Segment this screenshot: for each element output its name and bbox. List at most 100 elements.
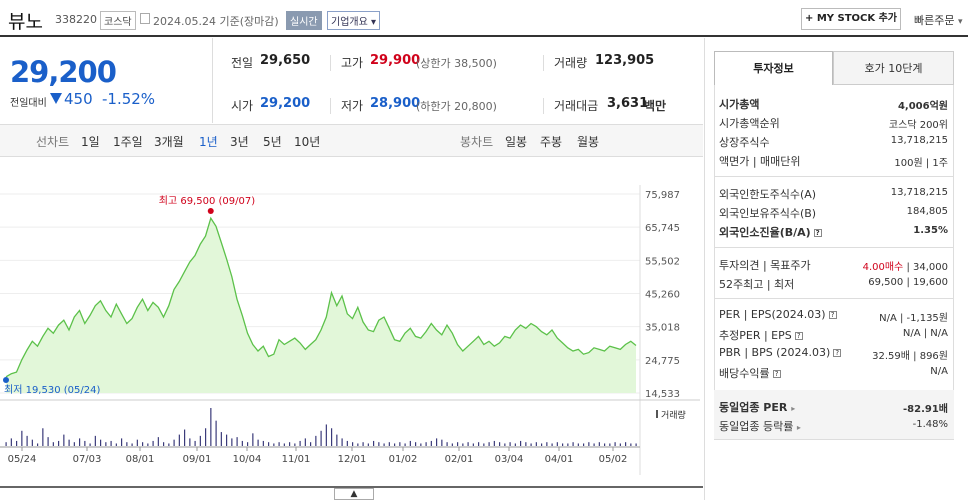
volume-bar xyxy=(126,442,128,446)
low-marker xyxy=(3,377,9,383)
tab-3y[interactable]: 3년 xyxy=(230,135,249,149)
tab-3m[interactable]: 3개월 xyxy=(154,135,184,149)
volume-legend: 거래량 xyxy=(661,409,686,421)
y-tick-label: 55,502 xyxy=(645,256,680,267)
volume-bar xyxy=(357,443,359,446)
tab-1w[interactable]: 1주일 xyxy=(113,135,143,149)
volume-bar xyxy=(420,443,422,446)
high-value: 29,900 xyxy=(370,53,421,68)
volume-bar xyxy=(79,438,81,446)
foreign-limit-label: 외국인한도주식수(A) xyxy=(719,188,817,201)
my-stock-add-button[interactable]: + MY STOCK 추가 xyxy=(801,8,901,30)
x-tick-label: 12/01 xyxy=(338,454,367,465)
volume-bar xyxy=(331,428,333,446)
volume-bar xyxy=(131,443,133,446)
tab-invest-info[interactable]: 투자정보 xyxy=(714,51,833,85)
sector-box xyxy=(714,390,954,439)
sector-rate-label: 동일업종 등락률 xyxy=(719,420,794,433)
quick-order-button[interactable]: 빠른주문 ▾ xyxy=(914,12,963,28)
volume-bar xyxy=(598,442,600,446)
volume-bar xyxy=(535,442,537,446)
change-label: 전일대비 xyxy=(10,98,47,109)
foreign-hold-value: 184,805 xyxy=(906,206,948,217)
corp-overview-dropdown[interactable]: 기업개요 ▾ xyxy=(327,11,381,30)
est-per-label: 추정PER | EPS xyxy=(719,329,792,342)
help-icon[interactable]: ? xyxy=(772,370,781,378)
x-tick-label: 05/02 xyxy=(599,454,628,465)
tab-1d[interactable]: 1일 xyxy=(81,135,100,149)
volume-bar xyxy=(572,442,574,446)
prev-close-label: 전일 xyxy=(231,56,254,70)
volume-bar xyxy=(478,442,480,446)
pbr-value: 32.59배 | 896원 xyxy=(872,351,948,362)
tab-monthly[interactable]: 월봉 xyxy=(577,135,600,149)
tab-weekly[interactable]: 주봉 xyxy=(540,135,563,149)
volume-bar xyxy=(436,438,438,446)
sector-per-label: 동일업종 PER xyxy=(719,401,788,414)
divider xyxy=(543,55,544,71)
volume-bar xyxy=(399,442,401,446)
help-icon[interactable]: ? xyxy=(813,229,822,237)
volume-bar xyxy=(567,443,569,446)
volume-bar xyxy=(68,439,70,446)
volume-bar xyxy=(189,438,191,446)
volume-bar xyxy=(593,443,595,446)
tab-daily[interactable]: 일봉 xyxy=(505,135,528,149)
sector-per-row[interactable]: 동일업종 PER ▸ xyxy=(719,399,795,415)
volume-bar xyxy=(520,440,522,446)
volume-bar xyxy=(205,428,207,446)
help-icon[interactable]: ? xyxy=(828,311,837,319)
x-tick-label: 05/24 xyxy=(8,454,37,465)
per-value: N/A | -1,135원 xyxy=(879,313,948,324)
volume-legend-swatch xyxy=(656,410,658,418)
tab-10y[interactable]: 10년 xyxy=(294,135,321,149)
chevron-down-icon: ▾ xyxy=(371,17,377,28)
help-icon[interactable]: ? xyxy=(794,332,803,340)
volume-bar xyxy=(619,443,621,446)
amount-value: 3,631 xyxy=(607,96,649,111)
price-chart[interactable]: 75,987 65,745 55,502 45,260 35,018 24,775 14,5… xyxy=(0,175,700,475)
low-label: 저가 xyxy=(341,99,364,113)
x-tick-label: 08/01 xyxy=(126,454,155,465)
foreign-ratio-value: 1.35% xyxy=(913,225,948,236)
chevron-down-icon: ▾ xyxy=(957,17,963,27)
tab-1y[interactable]: 1년 xyxy=(199,135,218,149)
volume-bar xyxy=(493,440,495,446)
tab-5y[interactable]: 5년 xyxy=(263,135,282,149)
volume-bar xyxy=(483,443,485,446)
y-tick-label: 14,533 xyxy=(645,389,680,400)
volume-bar xyxy=(362,442,364,446)
volume-bar xyxy=(178,434,180,446)
volume-bar xyxy=(94,435,96,446)
sector-rate-row[interactable]: 동일업종 등락률 ▸ xyxy=(719,418,801,434)
help-icon[interactable]: ? xyxy=(833,349,842,357)
volume-bar xyxy=(215,420,217,446)
volume-bar xyxy=(73,442,75,446)
lower-limit: (하한가 20,800) xyxy=(416,100,497,113)
foreign-ratio-label: 외국인소진율(B/A) xyxy=(719,226,811,239)
volume-bar xyxy=(409,440,411,446)
volume-bar xyxy=(562,443,564,446)
volume-bar xyxy=(173,439,175,446)
volume-bar xyxy=(577,443,579,446)
chevron-right-icon: ▸ xyxy=(796,423,801,432)
volume-bar xyxy=(315,435,317,446)
volume-bar xyxy=(415,442,417,446)
collapse-chart-button[interactable]: ▲ xyxy=(334,488,374,500)
y-tick-label: 75,987 xyxy=(645,190,680,201)
corp-overview-label: 기업개요 xyxy=(331,17,368,28)
volume-bar xyxy=(289,442,291,446)
market-badge: 코스닥 xyxy=(100,11,136,30)
div-label: 배당수익률 xyxy=(719,367,770,380)
divider xyxy=(714,176,954,177)
volume-bar xyxy=(157,437,159,446)
tab-orderbook-10[interactable]: 호가 10단계 xyxy=(833,51,954,85)
realtime-button[interactable]: 실시간 xyxy=(286,11,322,30)
volume-bar xyxy=(294,443,296,446)
volume-bar xyxy=(252,433,254,446)
volume-bar xyxy=(58,440,60,446)
volume-bar xyxy=(509,442,511,446)
rank-value: 코스닥 200위 xyxy=(888,120,948,131)
volume-bar xyxy=(16,440,18,446)
open-label: 시가 xyxy=(231,99,254,113)
